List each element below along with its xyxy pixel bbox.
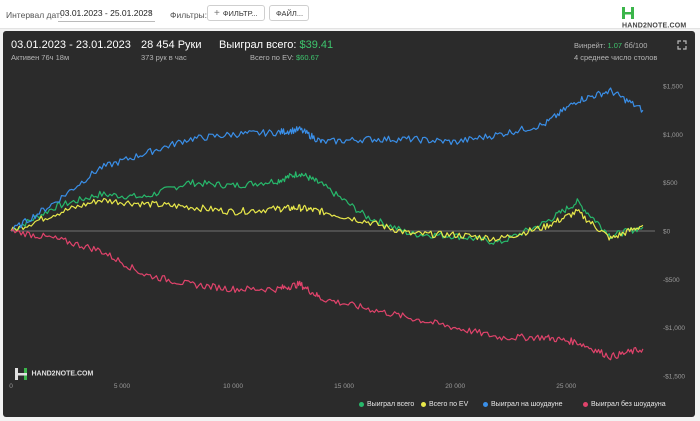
won-total: Выиграл всего: $39.41 [219,39,334,51]
y-tick-label: -$500 [663,277,680,284]
h2n-logo-icon [622,7,634,19]
y-tick-label: -$1,500 [663,374,685,381]
legend-dot-icon [421,401,426,407]
chart-watermark: HAND2NOTE.COM [15,365,93,383]
hand2note-logo[interactable]: HAND2NOTE.COM [622,6,700,30]
filter-button[interactable]: + ФИЛЬТР... [207,5,265,21]
x-tick-label: 15 000 [334,383,354,390]
legend-item[interactable]: Выиграл всего [359,401,414,408]
avg-tables: 4 среднее число столов [574,53,658,62]
legend-item[interactable]: Выиграл на шоудауне [483,401,563,408]
legend-dot-icon [583,401,588,407]
plus-icon: + [214,8,220,19]
expand-icon[interactable] [677,40,687,50]
date-range-title: 03.01.2023 - 23.01.2023 [11,39,131,51]
legend-label: Выиграл на шоудауне [491,401,563,408]
legend-item[interactable]: Выиграл без шоудауна [583,401,666,408]
x-tick-label: 25 000 [556,383,576,390]
legend-dot-icon [359,401,364,407]
chevron-down-icon[interactable]: ▾ [148,10,152,17]
y-tick-label: $1,000 [663,132,683,139]
series-line-3[interactable] [10,228,644,361]
x-tick-label: 20 000 [445,383,465,390]
y-tick-label: -$1,000 [663,325,685,332]
graph-panel: 03.01.2023 - 23.01.2023 Активен 76ч 18м … [3,31,695,417]
top-toolbar: Интервал дат: 03.01.2023 - 25.01.2023 ▾ … [0,0,700,29]
filters-label: Фильтры: [170,10,208,20]
legend-dot-icon [483,401,488,407]
series-line-0[interactable] [10,171,644,245]
x-tick-label: 5 000 [114,383,131,390]
file-button[interactable]: ФАЙЛ... [269,5,309,21]
ev-total: Всего по EV: $60.67 [250,53,319,62]
interval-label: Интервал дат: [6,10,63,20]
winrate: Винрейт: 1.07 бб/100 [574,41,648,50]
x-tick-label: 0 [9,383,13,390]
date-range-select[interactable]: 03.01.2023 - 25.01.2023 [58,6,155,22]
legend-label: Всего по EV [429,401,469,408]
y-tick-label: $0 [663,229,671,236]
series-line-1[interactable] [10,197,644,242]
legend-label: Выиграл без шоудауна [591,401,666,408]
h2n-watermark-icon [15,367,27,380]
legend-item[interactable]: Всего по EV [421,401,468,408]
y-tick-label: $1,500 [663,84,683,91]
y-tick-label: $500 [663,180,678,187]
legend-label: Выиграл всего [367,401,415,408]
x-tick-label: 10 000 [223,383,243,390]
hands-count: 28 454 Руки [141,39,202,51]
hands-per-hour: 373 рук в час [141,53,187,62]
active-time: Активен 76ч 18м [11,53,70,62]
series-line-2[interactable] [10,87,644,232]
profit-chart: $1,500 $1,000 $500 $0 -$500 -$1,000 -$1,500 0 5… [9,84,685,391]
